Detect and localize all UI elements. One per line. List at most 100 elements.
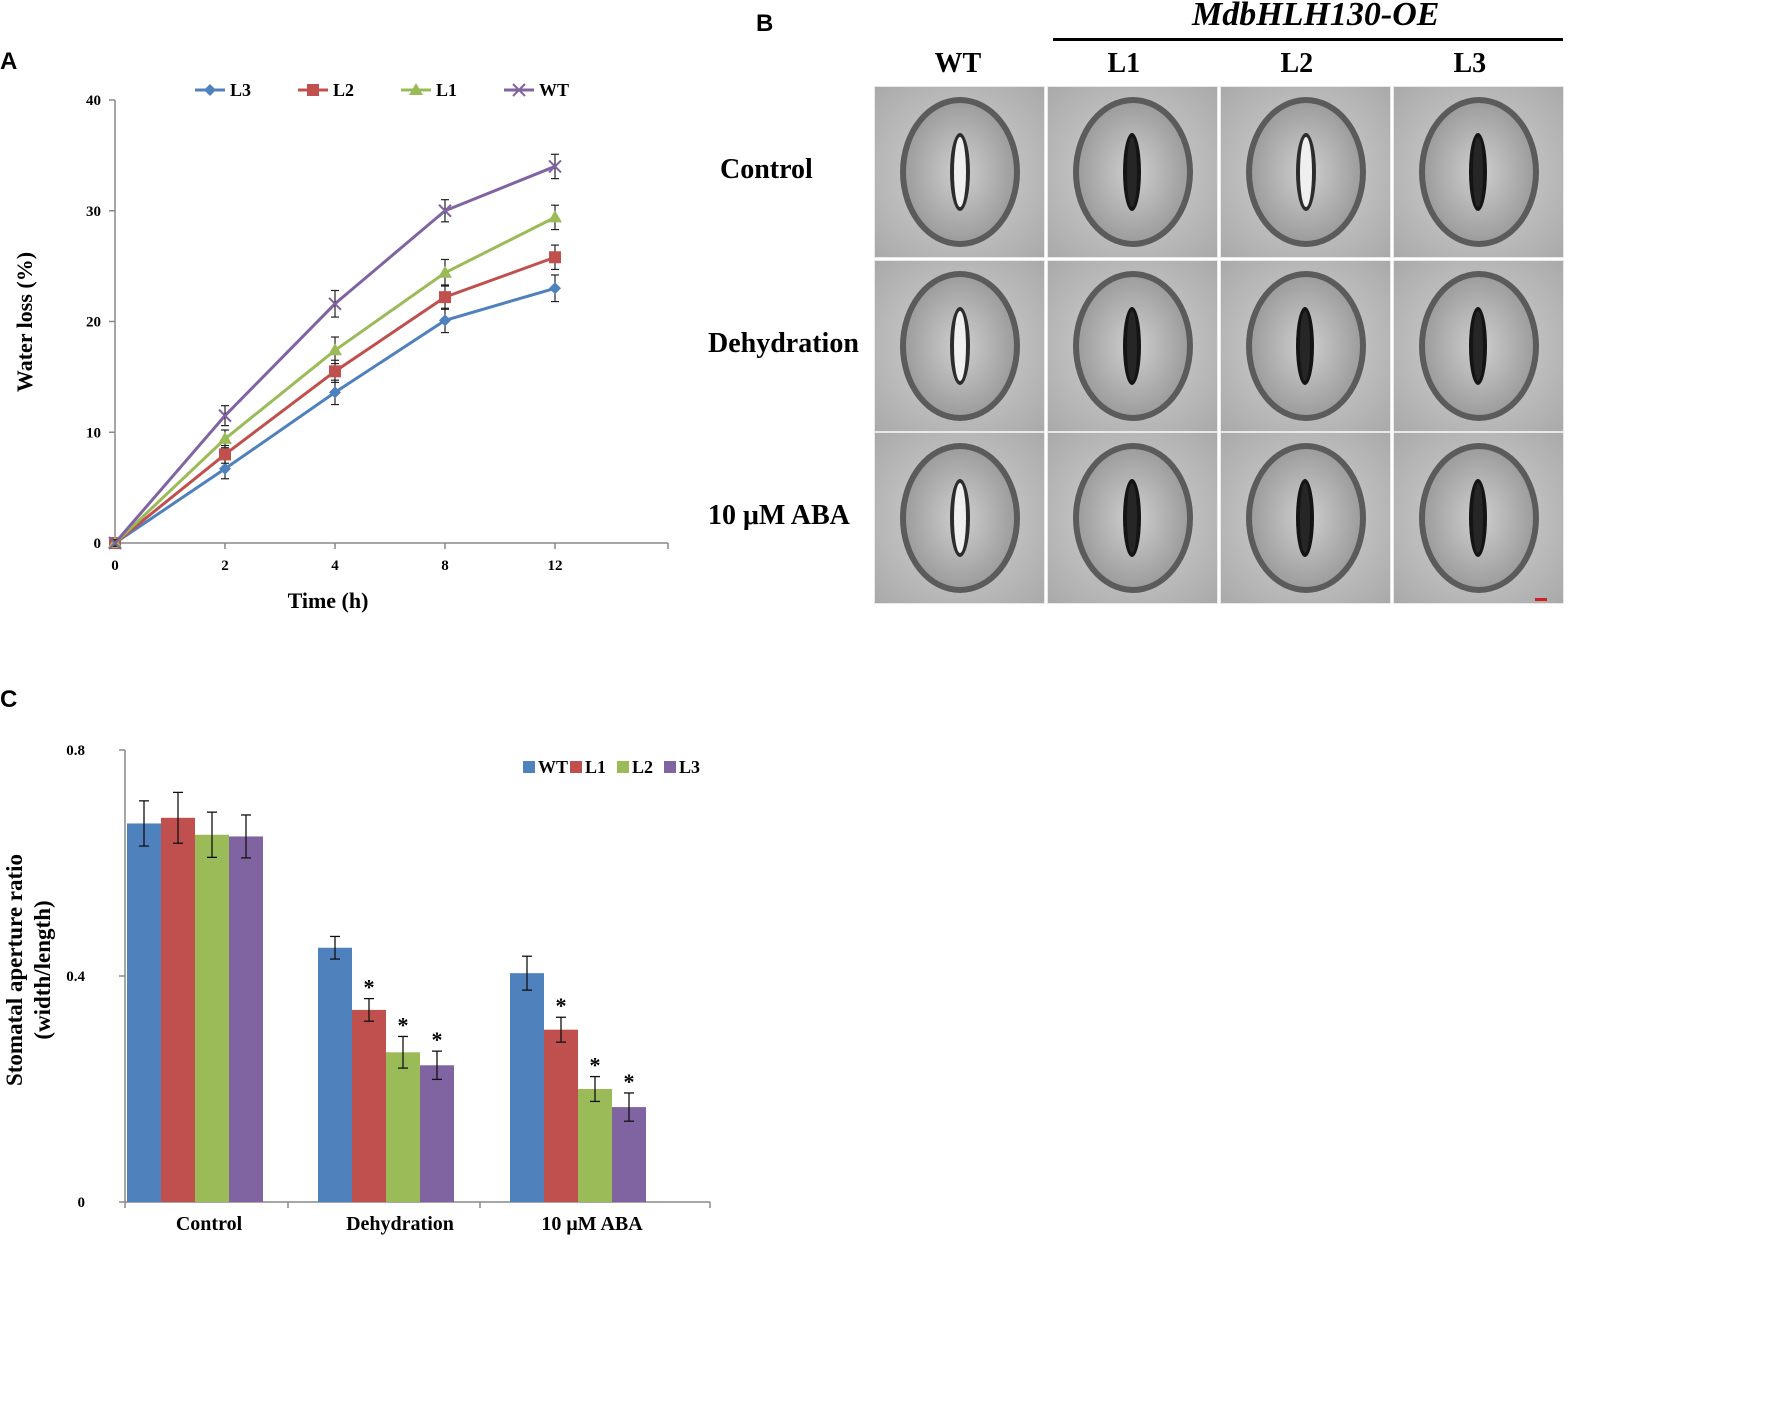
micrograph-wt-1 xyxy=(874,260,1045,432)
transgenic-bracket-line xyxy=(1053,38,1563,41)
a-y-tick-label: 30 xyxy=(86,204,101,220)
column-header-l2: L2 xyxy=(1280,48,1314,79)
stomatal-pore xyxy=(1122,479,1141,557)
panel-a-letter: A xyxy=(0,48,18,75)
c-bar-l1 xyxy=(161,817,195,1202)
micrograph-l2-2 xyxy=(1220,432,1391,604)
c-y-axis-label-line1: Stomatal aperture ratio xyxy=(2,854,27,1086)
stomatal-aperture-bar-chart: 0 0.4 0.8 Control Dehydration 10 μM ABA * * * * *… xyxy=(2,743,711,1235)
transgenic-title: MdbHLH130-OE xyxy=(1192,0,1440,33)
c-significance-mark: * xyxy=(556,993,567,1018)
micrograph-l3-1 xyxy=(1393,260,1564,432)
guard-cells xyxy=(1245,271,1366,421)
c-legend-swatch xyxy=(664,761,676,773)
micrograph-l2-1 xyxy=(1220,260,1391,432)
c-bar-wt xyxy=(318,947,352,1202)
guard-cells xyxy=(1072,443,1193,593)
stomatal-pore xyxy=(949,133,970,211)
guard-cells xyxy=(899,271,1020,421)
micrograph-l1-2 xyxy=(1047,432,1218,604)
a-x-tick-label: 12 xyxy=(548,558,563,574)
stomatal-pore xyxy=(1468,307,1487,385)
c-legend-label-l2: L2 xyxy=(632,757,653,777)
a-y-tick-label: 0 xyxy=(94,536,102,552)
a-y-tick-label: 10 xyxy=(86,425,101,441)
a-point-x xyxy=(328,297,342,311)
a-x-axis-label: Time (h) xyxy=(288,588,369,613)
c-bar-l2 xyxy=(386,1052,420,1202)
a-point-x xyxy=(108,536,122,550)
micrograph-l3-2 xyxy=(1393,432,1564,604)
stomatal-pore xyxy=(1295,479,1314,557)
c-bar-wt xyxy=(127,823,161,1202)
c-legend-label-wt: WT xyxy=(538,757,568,777)
panel-c-letter: C xyxy=(0,686,18,713)
panel-b-letter: B xyxy=(756,10,774,37)
a-point-diamond xyxy=(549,282,561,295)
guard-cells xyxy=(1072,271,1193,421)
c-legend-swatch xyxy=(617,761,629,773)
guard-cells xyxy=(1072,97,1193,247)
a-point-triangle xyxy=(218,431,232,444)
c-bar-l3 xyxy=(612,1107,646,1202)
guard-cells xyxy=(1418,443,1539,593)
a-x-tick-label: 8 xyxy=(441,558,449,574)
a-point-square xyxy=(439,291,451,304)
micrograph-wt-0 xyxy=(874,86,1045,258)
column-header-l3: L3 xyxy=(1453,48,1487,79)
a-x-tick-label: 0 xyxy=(111,558,119,574)
a-point-x xyxy=(548,159,562,174)
a-point-triangle xyxy=(328,343,342,356)
c-bar-l2 xyxy=(195,834,229,1202)
a-legend-label-l2: L2 xyxy=(333,80,354,100)
stomatal-pore xyxy=(949,479,970,557)
stomatal-pore xyxy=(949,307,970,385)
guard-cells xyxy=(899,443,1020,593)
c-legend-label-l1: L1 xyxy=(585,757,606,777)
a-point-square xyxy=(219,448,231,461)
a-legend-label-l3: L3 xyxy=(230,80,251,100)
c-x-tick-label-0: Control xyxy=(176,1213,243,1235)
a-legend-label-wt: WT xyxy=(539,80,569,100)
a-point-square xyxy=(329,365,341,378)
guard-cells xyxy=(1245,443,1366,593)
a-point-triangle xyxy=(548,210,562,223)
stomatal-pore xyxy=(1122,133,1141,211)
c-x-tick-label-1: Dehydration xyxy=(346,1213,454,1235)
c-y-tick-label: 0.4 xyxy=(66,969,85,985)
a-y-tick-label: 40 xyxy=(86,93,101,109)
column-header-wt: WT xyxy=(934,48,982,79)
guard-cells xyxy=(899,97,1020,247)
c-y-tick-label: 0 xyxy=(78,1195,86,1211)
c-bar-wt xyxy=(510,973,544,1202)
c-significance-mark: * xyxy=(364,975,375,1000)
scale-bar xyxy=(1535,598,1547,601)
a-y-axis-label: Water loss (%) xyxy=(12,252,37,392)
micrograph-l1-1 xyxy=(1047,260,1218,432)
row-label-2: 10 μM ABA xyxy=(708,500,850,531)
c-y-axis-label-line2: (width/length) xyxy=(30,900,55,1039)
a-point-diamond xyxy=(219,462,231,475)
a-series-wt xyxy=(108,153,562,550)
guard-cells xyxy=(1418,97,1539,247)
micrograph-l3-0 xyxy=(1393,86,1564,258)
column-header-l1: L1 xyxy=(1107,48,1141,79)
stomatal-pore xyxy=(1468,479,1487,557)
a-point-square xyxy=(549,251,561,264)
a-point-diamond xyxy=(329,386,341,399)
stomatal-pore xyxy=(1122,307,1141,385)
c-x-tick-label-2: 10 μM ABA xyxy=(541,1213,643,1235)
c-y-tick-label: 0.8 xyxy=(66,743,85,759)
stomatal-pore xyxy=(1295,307,1314,385)
a-point-diamond xyxy=(439,314,451,327)
row-label-1: Dehydration xyxy=(708,328,859,359)
a-point-triangle xyxy=(409,83,423,95)
micrograph-l2-0 xyxy=(1220,86,1391,258)
guard-cells xyxy=(1245,97,1366,247)
a-point-x xyxy=(438,204,452,218)
a-legend-label-l1: L1 xyxy=(436,80,457,100)
c-bar-l2 xyxy=(578,1089,612,1202)
c-significance-mark: * xyxy=(432,1027,443,1052)
stomatal-pore xyxy=(1295,133,1316,211)
c-bar-l3 xyxy=(420,1065,454,1202)
